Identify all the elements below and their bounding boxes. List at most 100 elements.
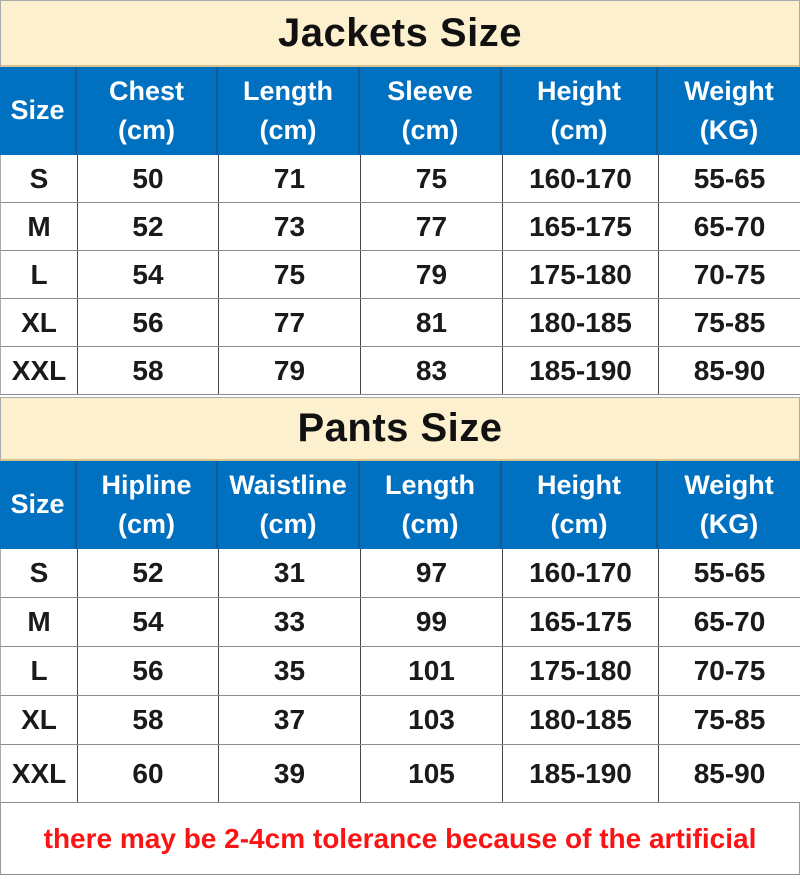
column-header: Hipline (cm)	[77, 461, 218, 549]
column-label: Chest	[108, 75, 184, 106]
value-cell: 75-85	[659, 696, 800, 744]
column-header: Chest (cm)	[77, 67, 218, 155]
value-cell: 65-70	[659, 598, 800, 646]
column-header: Length (cm)	[218, 67, 360, 155]
table-row: S 52 31 97 160-170 55-65	[0, 549, 800, 598]
value-cell: 175-180	[503, 251, 659, 298]
value-cell: 99	[361, 598, 503, 646]
value-cell: 56	[78, 647, 219, 695]
value-cell: 56	[78, 299, 219, 346]
value-cell: 73	[219, 203, 361, 250]
value-cell: 37	[219, 696, 361, 744]
value-cell: 160-170	[503, 155, 659, 202]
value-cell: 97	[361, 549, 503, 597]
value-cell: 75-85	[659, 299, 800, 346]
column-header: Length (cm)	[360, 461, 502, 549]
column-unit: (cm)	[117, 115, 175, 145]
value-cell: 101	[361, 647, 503, 695]
value-cell: 165-175	[503, 598, 659, 646]
table-row: XL 58 37 103 180-185 75-85	[0, 696, 800, 745]
table-row: L 54 75 79 175-180 70-75	[0, 251, 800, 299]
value-cell: 185-190	[503, 347, 659, 394]
value-cell: 70-75	[659, 251, 800, 298]
value-cell: 77	[361, 203, 503, 250]
value-cell: 70-75	[659, 647, 800, 695]
value-cell: 185-190	[503, 745, 659, 802]
column-header: Sleeve (cm)	[360, 67, 502, 155]
value-cell: 83	[361, 347, 503, 394]
value-cell: 39	[219, 745, 361, 802]
column-header: Height (cm)	[502, 67, 658, 155]
value-cell: 52	[78, 549, 219, 597]
value-cell: 105	[361, 745, 503, 802]
column-header: Height (cm)	[502, 461, 658, 549]
value-cell: 160-170	[503, 549, 659, 597]
pants-section: Pants Size Size Hipline (cm) Waistline (cm) L…	[0, 397, 800, 803]
size-label: XXL	[1, 745, 78, 802]
jackets-title: Jackets Size	[0, 0, 800, 67]
column-unit: (KG)	[699, 115, 759, 145]
column-label: Size	[10, 489, 65, 520]
value-cell: 55-65	[659, 155, 800, 202]
tolerance-note: there may be 2-4cm tolerance because of …	[43, 822, 757, 854]
column-label: Height	[537, 75, 621, 106]
column-header: Weight (KG)	[658, 461, 800, 549]
table-row: L 56 35 101 175-180 70-75	[0, 647, 800, 696]
value-cell: 58	[78, 347, 219, 394]
column-header: Weight (KG)	[658, 67, 800, 155]
tolerance-note-box: there may be 2-4cm tolerance because of …	[0, 803, 800, 875]
column-header: Waistline (cm)	[218, 461, 360, 549]
value-cell: 71	[219, 155, 361, 202]
size-label: XXL	[1, 347, 78, 394]
column-unit: (cm)	[401, 509, 459, 539]
size-label: S	[1, 549, 78, 597]
jackets-table-body: S 50 71 75 160-170 55-65 M 52 73 77 165-175 65-70 L 5…	[0, 155, 800, 395]
value-cell: 35	[219, 647, 361, 695]
size-label: M	[1, 203, 78, 250]
value-cell: 77	[219, 299, 361, 346]
value-cell: 54	[78, 251, 219, 298]
value-cell: 58	[78, 696, 219, 744]
value-cell: 75	[361, 155, 503, 202]
table-row: XXL 58 79 83 185-190 85-90	[0, 347, 800, 395]
size-label: XL	[1, 696, 78, 744]
column-unit: (cm)	[259, 115, 317, 145]
value-cell: 54	[78, 598, 219, 646]
column-label: Height	[537, 469, 621, 500]
value-cell: 33	[219, 598, 361, 646]
value-cell: 165-175	[503, 203, 659, 250]
column-label: Hipline	[101, 469, 192, 500]
value-cell: 85-90	[659, 347, 800, 394]
size-label: M	[1, 598, 78, 646]
value-cell: 180-185	[503, 696, 659, 744]
value-cell: 52	[78, 203, 219, 250]
jackets-section: Jackets Size Size Chest (cm) Length (cm) Slee…	[0, 0, 800, 395]
size-label: L	[1, 251, 78, 298]
size-label: XL	[1, 299, 78, 346]
column-label: Length	[385, 469, 475, 500]
value-cell: 81	[361, 299, 503, 346]
pants-table-body: S 52 31 97 160-170 55-65 M 54 33 99 165-175 65-70 L 5…	[0, 549, 800, 803]
column-label: Weight	[684, 469, 774, 500]
value-cell: 79	[219, 347, 361, 394]
pants-title: Pants Size	[0, 397, 800, 461]
table-row: M 52 73 77 165-175 65-70	[0, 203, 800, 251]
value-cell: 50	[78, 155, 219, 202]
value-cell: 31	[219, 549, 361, 597]
table-row: XXL 60 39 105 185-190 85-90	[0, 745, 800, 803]
column-header: Size	[0, 461, 77, 549]
value-cell: 85-90	[659, 745, 800, 802]
table-row: XL 56 77 81 180-185 75-85	[0, 299, 800, 347]
table-row: S 50 71 75 160-170 55-65	[0, 155, 800, 203]
pants-header-row: Size Hipline (cm) Waistline (cm) Length (cm) He…	[0, 461, 800, 549]
column-unit: (cm)	[401, 115, 459, 145]
column-label: Length	[243, 75, 333, 106]
column-unit: (cm)	[550, 115, 608, 145]
size-label: S	[1, 155, 78, 202]
value-cell: 65-70	[659, 203, 800, 250]
value-cell: 175-180	[503, 647, 659, 695]
column-label: Weight	[684, 75, 774, 106]
column-unit: (cm)	[117, 509, 175, 539]
table-row: M 54 33 99 165-175 65-70	[0, 598, 800, 647]
